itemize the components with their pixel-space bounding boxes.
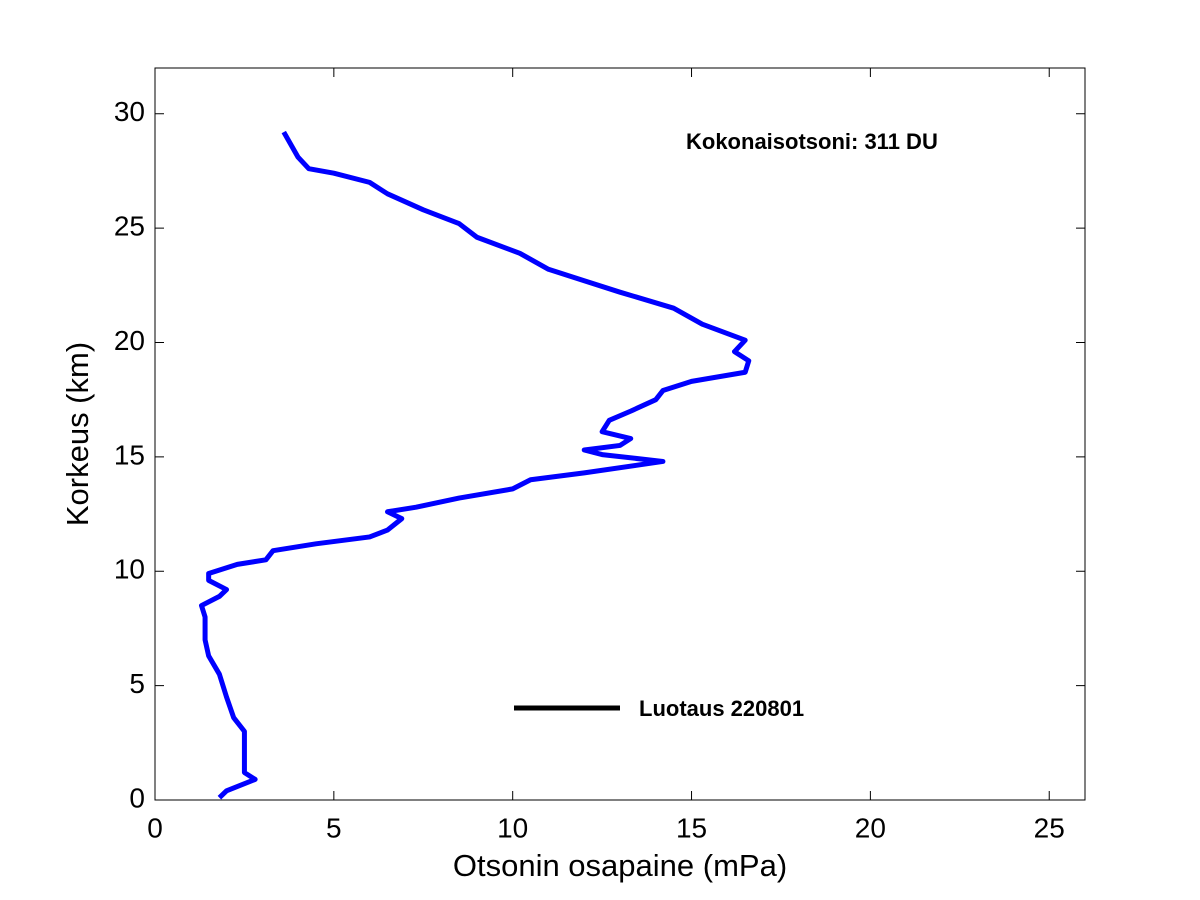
x-tick-label: 10 bbox=[497, 812, 528, 843]
x-tick-label: 25 bbox=[1034, 812, 1065, 843]
x-tick-label: 20 bbox=[855, 812, 886, 843]
y-tick-label: 30 bbox=[114, 96, 145, 127]
x-axis-label: Otsonin osapaine (mPa) bbox=[453, 848, 787, 883]
y-axis-label: Korkeus (km) bbox=[60, 342, 95, 526]
y-tick-label: 10 bbox=[114, 554, 145, 585]
data-line bbox=[199, 130, 752, 800]
x-tick-label: 0 bbox=[147, 812, 163, 843]
y-tick-label: 25 bbox=[114, 211, 145, 242]
y-tick-label: 5 bbox=[129, 668, 145, 699]
y-tick-label: 0 bbox=[129, 782, 145, 813]
annotation: Kokonaisotsoni: 311 DU bbox=[686, 129, 938, 154]
y-tick-label: 20 bbox=[114, 325, 145, 356]
legend-label: Luotaus 220801 bbox=[639, 696, 804, 721]
x-tick-label: 15 bbox=[676, 812, 707, 843]
x-tick-label: 5 bbox=[326, 812, 342, 843]
y-tick-label: 15 bbox=[114, 439, 145, 470]
